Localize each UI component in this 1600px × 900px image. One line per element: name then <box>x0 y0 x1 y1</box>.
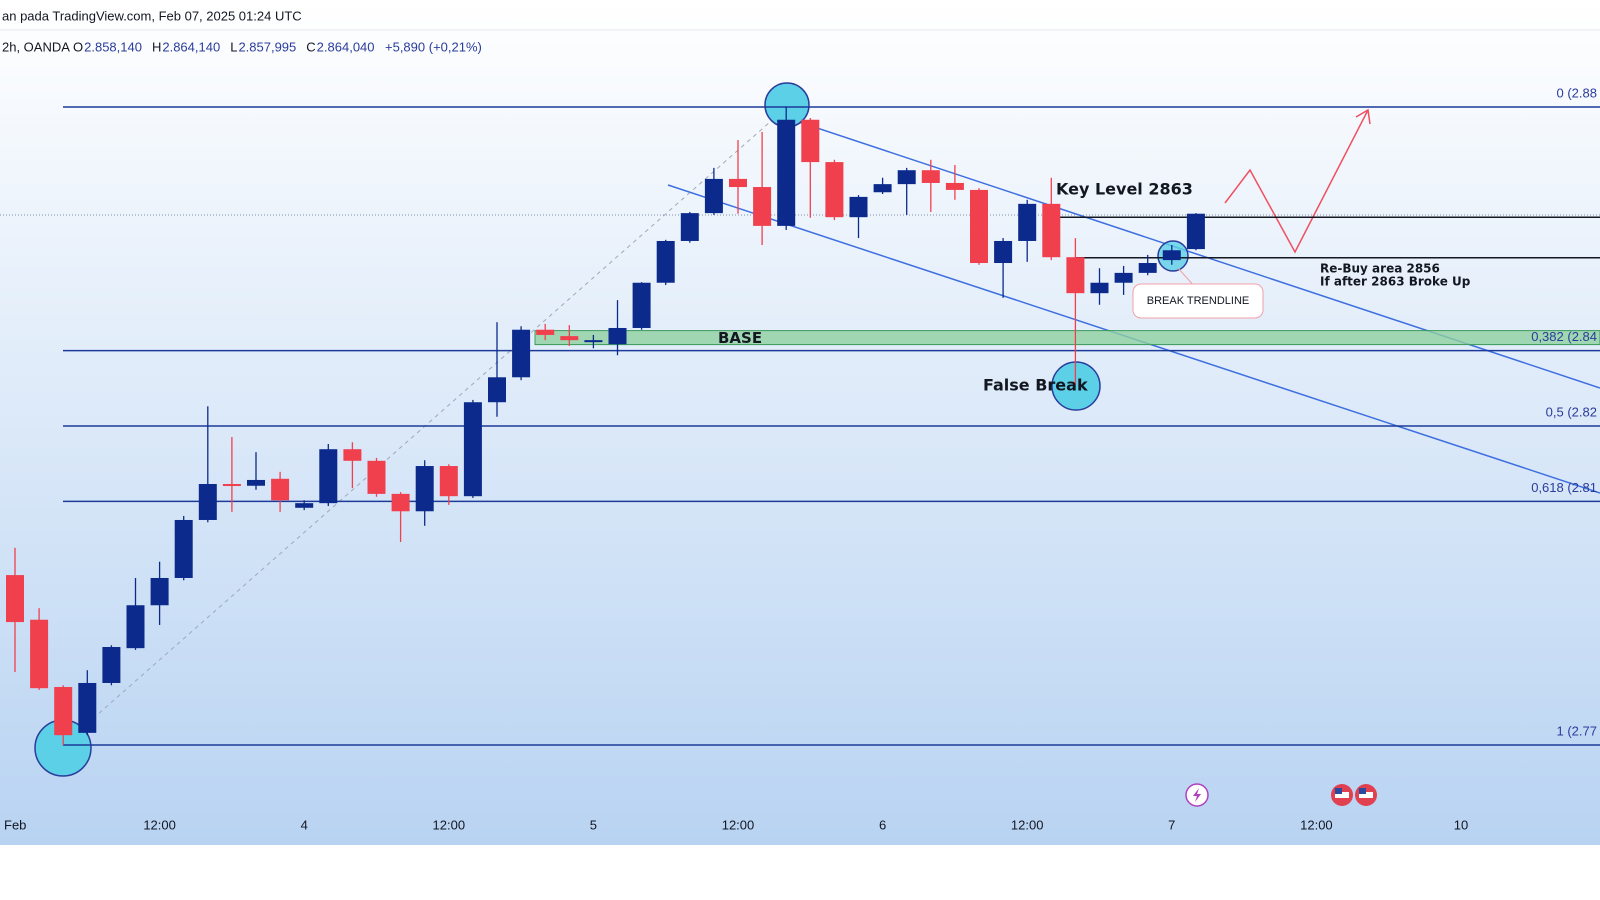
x-tick-label: 12:00 <box>722 817 755 832</box>
fib-label: 0 (2.88 <box>1557 85 1597 100</box>
x-tick-label: 12:00 <box>433 817 466 832</box>
candle-body <box>54 687 73 736</box>
candle-body <box>608 327 627 345</box>
candle-body <box>439 466 458 497</box>
x-tick-label: 12:00 <box>1011 817 1044 832</box>
chart-background <box>0 0 1600 845</box>
candle-body <box>825 162 844 218</box>
x-tick-label: 4 <box>301 817 308 832</box>
candle-body <box>247 479 265 486</box>
candle-body <box>102 647 121 683</box>
x-tick-label: 6 <box>879 817 886 832</box>
candle-body <box>30 619 49 689</box>
candle-body <box>78 682 97 733</box>
false-break-label: False Break <box>983 376 1088 395</box>
candle-body <box>126 605 145 649</box>
candle-body <box>222 484 241 487</box>
ohlc-key: H <box>152 39 161 54</box>
x-tick-label: 7 <box>1168 817 1175 832</box>
candle-body <box>849 196 868 218</box>
candle-body <box>512 329 531 378</box>
candle-body <box>656 240 675 283</box>
candle-body <box>704 178 723 214</box>
flag-icon <box>1331 784 1353 806</box>
rebuy-note: If after 2863 Broke Up <box>1320 274 1471 288</box>
candle-body <box>6 575 24 623</box>
candle-body <box>1162 250 1181 261</box>
flag-icon <box>1355 784 1377 806</box>
candle-body <box>295 503 314 508</box>
event-icon <box>1185 783 1209 807</box>
candle-body <box>560 336 579 341</box>
ohlc-key: L <box>230 39 237 54</box>
header-change: +5,890 (+0,21%) <box>385 39 482 54</box>
candle-body <box>945 182 964 190</box>
candle-body <box>319 449 338 504</box>
fib-label: 0,618 (2.81 <box>1531 480 1597 495</box>
marks <box>6 106 1600 746</box>
candle-body <box>1018 203 1037 241</box>
ohlc-value: 2.858,140 <box>84 39 142 54</box>
candle-body <box>1138 263 1157 273</box>
candle-body <box>150 577 169 606</box>
fib-label: 1 (2.77 <box>1557 723 1597 738</box>
candle-body <box>632 282 651 328</box>
candle-body <box>391 493 410 512</box>
candle-body <box>343 449 362 461</box>
candle-body <box>1042 203 1061 258</box>
projection-arrow <box>1224 109 1369 254</box>
x-tick-label: 12:00 <box>143 817 176 832</box>
candle-body <box>1066 257 1085 294</box>
candle-body <box>536 329 555 335</box>
candle-body <box>801 119 820 163</box>
candle-body <box>1114 272 1133 283</box>
ohlc-value: 2.864,140 <box>162 39 220 54</box>
base-zone <box>534 330 1600 346</box>
candle-body <box>753 187 772 226</box>
candle-body <box>729 178 747 188</box>
fib-label: 0,382 (2.84 <box>1531 329 1597 344</box>
candle-body <box>367 460 386 494</box>
candle-body <box>174 519 193 578</box>
header-source: an pada TradingView.com, Feb 07, 2025 01… <box>2 8 302 23</box>
ohlc-key: C <box>306 39 315 54</box>
candle-body <box>873 184 892 193</box>
candle-body <box>584 340 603 343</box>
candle-body <box>463 402 482 497</box>
candle-body <box>198 484 217 520</box>
candle-body <box>271 478 290 501</box>
candle-body <box>680 213 699 241</box>
callout-box <box>1132 283 1264 319</box>
key-level-label: Key Level 2863 <box>1056 180 1193 199</box>
candle-body <box>897 170 916 185</box>
candle-body <box>777 119 796 226</box>
candle-body <box>970 189 988 264</box>
arrow-head <box>1355 108 1371 125</box>
candle-body <box>994 240 1013 264</box>
ohlc-value: 2.857,995 <box>238 39 296 54</box>
x-tick-label: 10 <box>1454 817 1468 832</box>
fib-label: 0,5 (2.82 <box>1546 404 1597 419</box>
candle-body <box>488 377 506 403</box>
candle-body <box>415 466 434 512</box>
x-tick-label: 12:00 <box>1300 817 1333 832</box>
rebuy-label: Re-Buy area 2856 <box>1320 261 1440 275</box>
ohlc-key: O <box>73 39 83 54</box>
candle-body <box>1090 282 1109 294</box>
header-symbol: 2h, OANDA <box>2 39 70 54</box>
base-label: BASE <box>718 329 762 347</box>
ohlc-value: 2.864,040 <box>317 39 375 54</box>
candle-body <box>921 170 940 183</box>
callout-label: BREAK TRENDLINE <box>1147 295 1250 307</box>
x-tick-label: Feb <box>4 817 26 832</box>
x-tick-label: 5 <box>590 817 597 832</box>
candle-body <box>1186 213 1205 250</box>
